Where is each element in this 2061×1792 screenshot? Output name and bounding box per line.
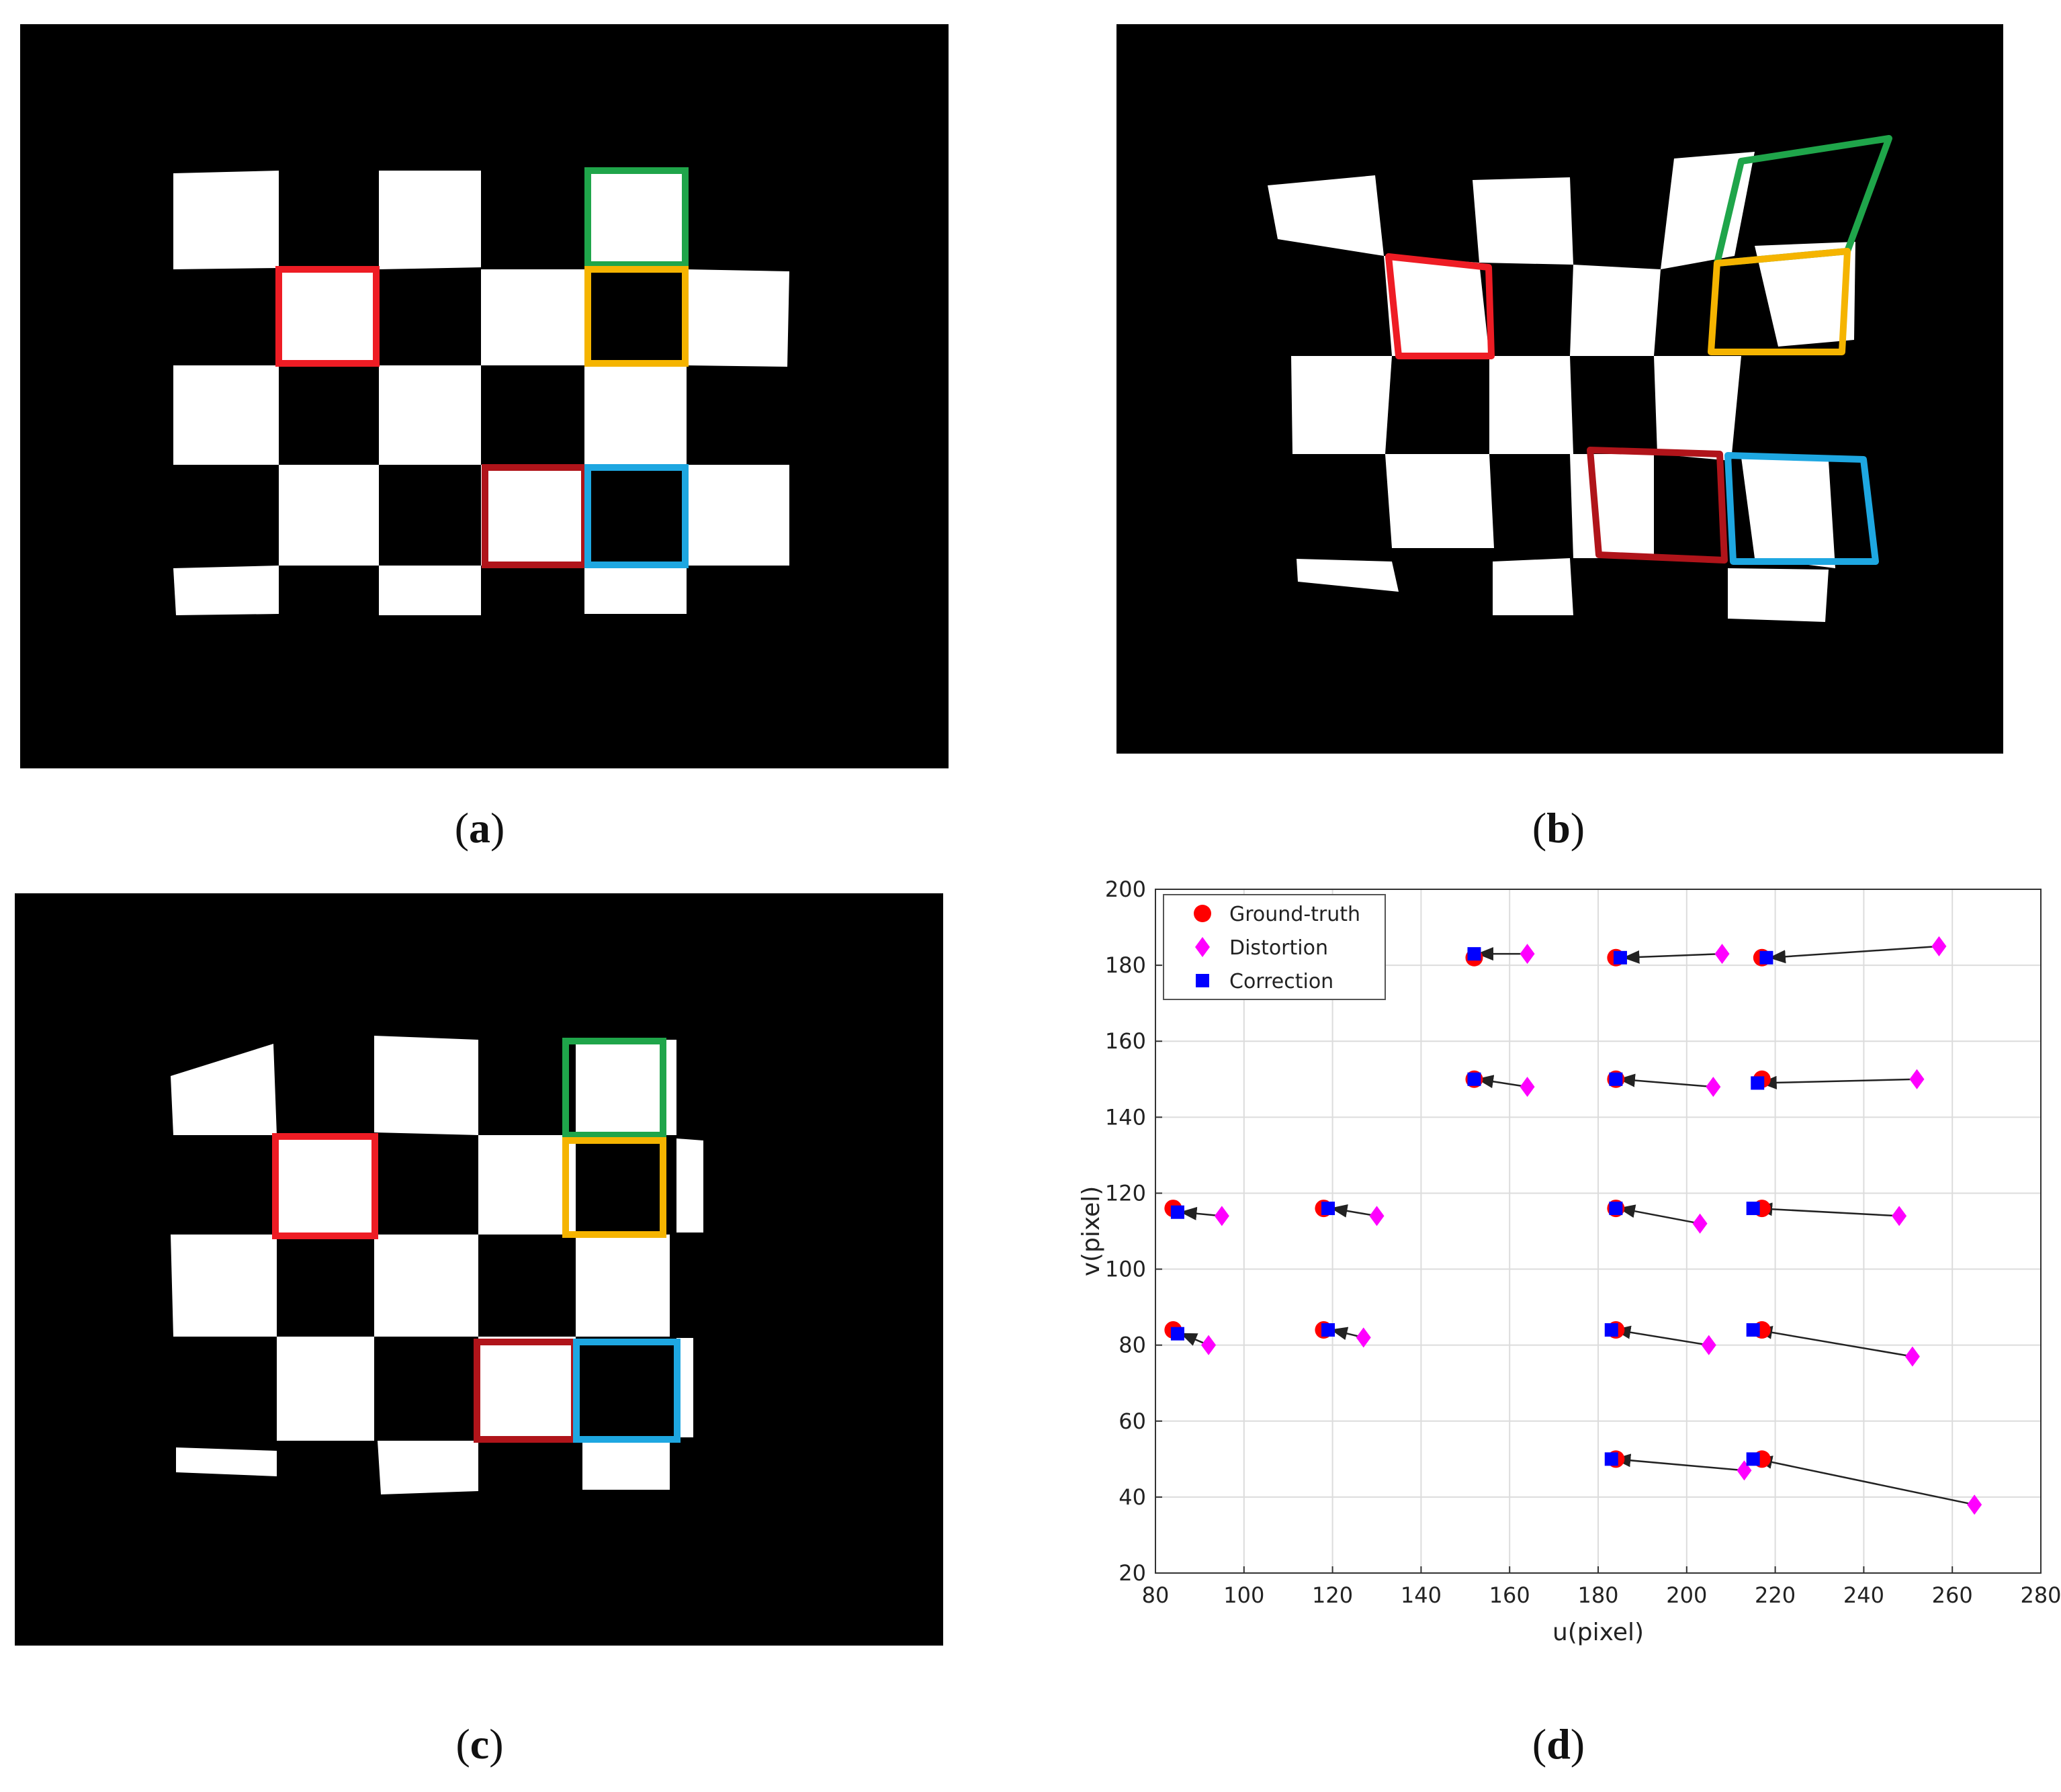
red-frame-c bbox=[272, 1133, 378, 1239]
y-tick-label: 200 bbox=[1105, 877, 1146, 902]
correction-arrow bbox=[1330, 1204, 1377, 1218]
x-tick-label: 220 bbox=[1755, 1582, 1796, 1608]
legend-correction-marker bbox=[1196, 974, 1209, 987]
y-tick-label: 140 bbox=[1105, 1104, 1146, 1130]
distortion-point bbox=[1201, 1335, 1217, 1355]
green-frame-c bbox=[562, 1038, 666, 1138]
correction-point bbox=[1321, 1202, 1335, 1216]
y-tick-label: 180 bbox=[1105, 952, 1146, 978]
distortion-point bbox=[1520, 1077, 1535, 1097]
checkerboard-c-graphic bbox=[171, 1036, 703, 1494]
caption-d: (d) bbox=[1532, 1720, 1585, 1768]
correction-point bbox=[1467, 947, 1481, 961]
x-tick-label: 100 bbox=[1223, 1582, 1264, 1608]
distortion-point bbox=[1892, 1206, 1907, 1226]
checkerboard-panel-b bbox=[1116, 24, 2003, 754]
correction-arrow bbox=[1768, 945, 1939, 964]
legend-label: Correction bbox=[1229, 970, 1333, 993]
x-tick-label: 200 bbox=[1666, 1582, 1707, 1608]
distortion-point bbox=[1931, 936, 1947, 956]
y-tick-label: 20 bbox=[1119, 1560, 1146, 1586]
red-frame-a bbox=[275, 266, 380, 367]
distortion-point bbox=[1356, 1327, 1371, 1348]
distortion-point bbox=[1692, 1213, 1708, 1234]
correction-arrow bbox=[1622, 950, 1722, 964]
legend-distortion-marker bbox=[1195, 937, 1210, 957]
blue-frame-b bbox=[1724, 452, 1879, 565]
y-axis-label: v(pixel) bbox=[1078, 1186, 1105, 1277]
legend-ground-truth-marker bbox=[1194, 905, 1211, 922]
correction-point bbox=[1321, 1323, 1335, 1337]
distortion-point bbox=[1701, 1335, 1716, 1355]
caption-b: (b) bbox=[1532, 804, 1585, 852]
x-tick-label: 140 bbox=[1401, 1582, 1442, 1608]
distortion-point bbox=[1967, 1494, 1982, 1515]
correction-arrow bbox=[1755, 1202, 1900, 1217]
correction-point bbox=[1746, 1202, 1760, 1216]
caption-c: (c) bbox=[455, 1720, 504, 1768]
dark-red-frame-b bbox=[1587, 447, 1728, 564]
legend-label: Ground-truth bbox=[1229, 903, 1360, 926]
distortion-point bbox=[1369, 1206, 1385, 1226]
x-tick-label: 180 bbox=[1577, 1582, 1618, 1608]
correction-arrow bbox=[1614, 1325, 1709, 1346]
checkerboard-panel-c bbox=[15, 893, 943, 1646]
correction-point bbox=[1746, 1452, 1760, 1466]
correction-arrow bbox=[1618, 1204, 1700, 1224]
x-axis-label: u(pixel) bbox=[1552, 1619, 1644, 1646]
correction-point bbox=[1604, 1452, 1618, 1466]
checkerboard-a-graphic bbox=[173, 167, 789, 615]
checkerboard-panel-a bbox=[20, 24, 949, 768]
blue-frame-a bbox=[584, 464, 689, 568]
correction-point bbox=[1609, 1072, 1623, 1086]
x-tick-label: 80 bbox=[1142, 1582, 1170, 1608]
correction-point bbox=[1467, 1072, 1481, 1086]
orange-frame-c bbox=[562, 1137, 666, 1238]
y-tick-label: 160 bbox=[1105, 1028, 1146, 1054]
correction-arrow bbox=[1614, 1453, 1745, 1472]
correction-point bbox=[1170, 1205, 1184, 1219]
y-tick-label: 40 bbox=[1119, 1484, 1146, 1510]
red-frame-b bbox=[1385, 253, 1495, 359]
correction-arrow bbox=[1755, 1325, 1913, 1357]
x-tick-label: 160 bbox=[1489, 1582, 1530, 1608]
correction-point bbox=[1751, 1076, 1765, 1090]
distortion-point bbox=[1909, 1069, 1925, 1089]
correction-arrow bbox=[1618, 1073, 1714, 1088]
correction-arrow bbox=[1477, 1075, 1528, 1089]
y-tick-label: 100 bbox=[1105, 1257, 1146, 1282]
blue-frame-c bbox=[573, 1339, 681, 1443]
scatter-chart: 80 100 120 140 160 180 200 220 240 260 280 20 40 60 80… bbox=[1078, 877, 2061, 1646]
correction-arrow bbox=[1759, 1075, 1917, 1089]
scatter-chart-panel-d: 80 100 120 140 160 180 200 220 240 260 280 20 40 60 80… bbox=[1075, 873, 2061, 1693]
correction-point bbox=[1759, 950, 1773, 965]
caption-a: (a) bbox=[454, 804, 505, 852]
distortion-point bbox=[1214, 1206, 1229, 1226]
y-tick-label: 120 bbox=[1105, 1180, 1146, 1206]
checkerboard-b-graphic bbox=[1268, 135, 1892, 622]
x-tick-label: 120 bbox=[1312, 1582, 1353, 1608]
correction-point bbox=[1609, 1202, 1623, 1216]
x-tick-label: 280 bbox=[2020, 1582, 2061, 1608]
orange-frame-b bbox=[1708, 248, 1851, 355]
distortion-point bbox=[1904, 1346, 1920, 1367]
legend-label: Distortion bbox=[1229, 936, 1328, 960]
correction-point bbox=[1170, 1327, 1184, 1341]
x-tick-label: 260 bbox=[1932, 1582, 1973, 1608]
distortion-point bbox=[1706, 1077, 1721, 1097]
y-tick-label: 80 bbox=[1119, 1333, 1146, 1358]
correction-point bbox=[1604, 1323, 1618, 1337]
orange-frame-a bbox=[584, 266, 689, 367]
y-tick-label: 60 bbox=[1119, 1408, 1146, 1434]
distortion-point bbox=[1714, 944, 1730, 965]
green-frame-a bbox=[584, 167, 689, 268]
x-tick-label: 240 bbox=[1843, 1582, 1884, 1608]
correction-point bbox=[1613, 950, 1627, 965]
distortion-point bbox=[1520, 944, 1535, 965]
correction-point bbox=[1746, 1323, 1760, 1337]
correction-arrow bbox=[1755, 1455, 1975, 1506]
